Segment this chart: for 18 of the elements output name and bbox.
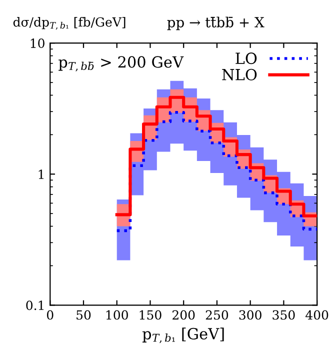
y-tick-label: 0.1 (26, 300, 44, 310)
x-axis-title: p$_{T,b₁}$ [GeV] (142, 328, 224, 344)
y-tick-label: 1 (38, 170, 44, 179)
x-tick-label: 150 (140, 310, 162, 320)
x-tick-label: 350 (272, 310, 295, 320)
legend-label: NLO (222, 68, 257, 80)
x-tick-label: 400 (306, 310, 328, 320)
x-tick-label: 50 (76, 310, 91, 320)
x-tick-label: 200 (172, 310, 195, 320)
y-tick-label: 10 (30, 38, 44, 48)
chart-title: pp → tt̄bb̄ + X (167, 16, 264, 30)
y-axis-title: dσ/dp$_{T,b₁}$ [fb/GeV] (13, 17, 126, 30)
legend-label: LO (236, 52, 257, 64)
x-tick-label: 100 (106, 310, 128, 320)
x-tick-label: 250 (206, 310, 228, 320)
annotation: p$_{T,bb̄}$ > 200 GeV (58, 56, 184, 72)
x-tick-label: 300 (239, 310, 262, 320)
x-tick-label: 0 (46, 310, 54, 320)
